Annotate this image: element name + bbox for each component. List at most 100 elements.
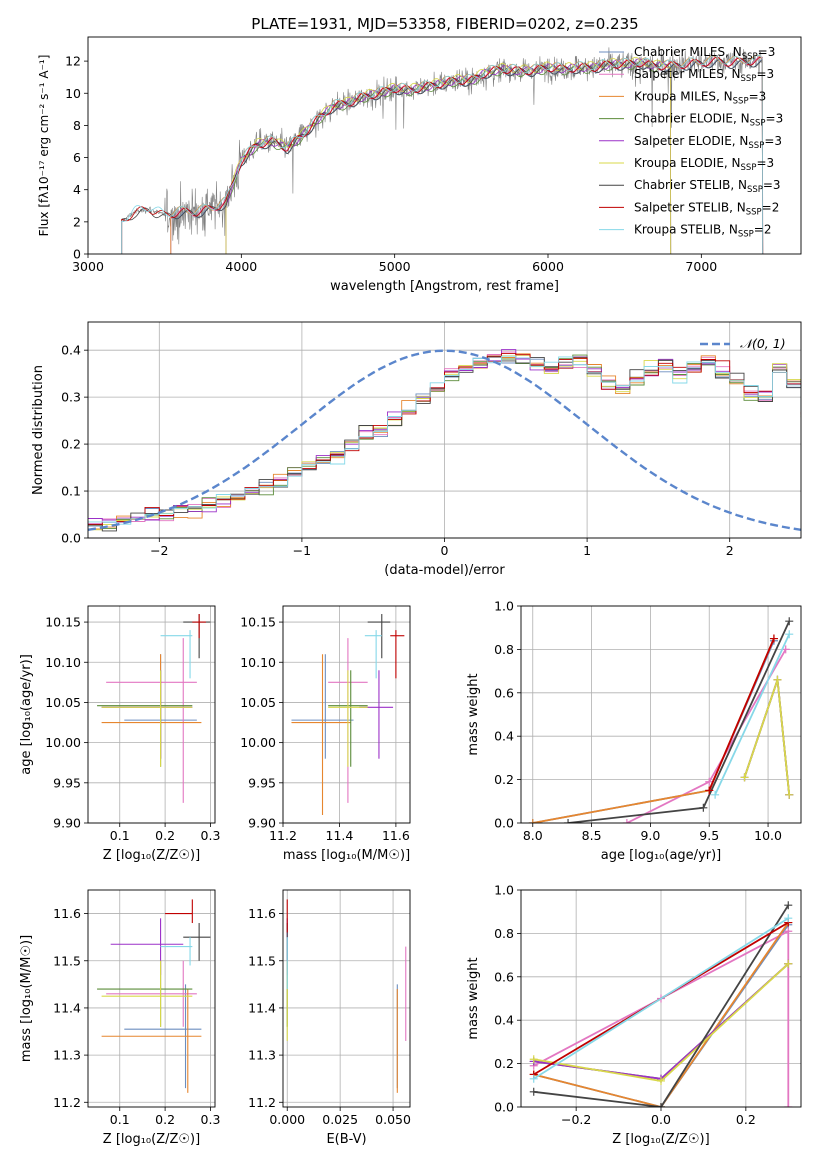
series-line-kroupa-stelib xyxy=(533,917,789,1080)
model-line-chabrier-stelib xyxy=(121,58,764,254)
y-tick-label-0: 9.90 xyxy=(53,816,81,831)
plot-frame xyxy=(520,605,802,824)
plot-frame xyxy=(520,889,802,1108)
plot-frame xyxy=(87,889,216,1108)
x-tick-label-1: 4000 xyxy=(225,259,257,274)
x-tick-label-1: 8.5 xyxy=(582,828,602,843)
plot-frame xyxy=(87,36,802,255)
legend-subscript: SSP xyxy=(747,185,763,195)
legend-label-chabrier-miles: Chabrier MILES, NSSP=3 xyxy=(634,45,775,62)
mass-weight-lines xyxy=(529,901,793,1107)
x-tick-label-2: 0.3 xyxy=(201,828,221,843)
model-line-salpeter-stelib xyxy=(121,56,764,254)
point-marker-salpeter-stelib xyxy=(769,634,778,643)
legend-label-salpeter-miles: Salpeter MILES, NSSP=3 xyxy=(634,67,774,84)
point-marker-kroupa-stelib xyxy=(711,790,720,799)
plot-frame xyxy=(87,321,802,539)
y-tick-label-1: 2 xyxy=(73,214,81,229)
x-tick-label-0: 0.1 xyxy=(110,1112,130,1127)
legend-subscript: SSP xyxy=(733,96,749,106)
legend-subscript: SSP xyxy=(741,163,757,173)
histogram-step-kroupa-stelib xyxy=(88,355,801,525)
legend-label-kroupa-stelib: Kroupa STELIB, NSSP=2 xyxy=(634,223,772,240)
y-axis-label: Normed distribution xyxy=(31,365,46,495)
y-tick-label-1: 11.3 xyxy=(248,1048,276,1063)
y-tick-label-1: 0.2 xyxy=(494,772,514,787)
y-tick-label-5: 1.0 xyxy=(494,883,514,898)
point-marker-salpeter-miles xyxy=(784,927,793,936)
x-tick-label-3: 1 xyxy=(583,543,591,558)
point-marker-chabrier-stelib xyxy=(785,617,794,626)
y-tick-label-2: 10.00 xyxy=(240,735,276,750)
spectrum-panel: 3000 4000 5000 6000 7000 0 2 4 6 8 10 12 wavelength … xyxy=(37,36,802,294)
legend-label-gaussian: 𝒩(0, 1) xyxy=(740,336,786,351)
y-tick-label-6: 12 xyxy=(65,54,81,69)
y-tick-label-4: 0.8 xyxy=(494,642,514,657)
legend-count: =3 xyxy=(763,178,781,192)
y-tick-label-2: 4 xyxy=(73,182,81,197)
y-tick-label-1: 0.2 xyxy=(494,1056,514,1071)
y-tick-label-4: 10.10 xyxy=(240,655,276,670)
point-marker-kroupa-stelib xyxy=(784,914,793,923)
legend-label-kroupa-miles: Kroupa MILES, NSSP=3 xyxy=(634,89,766,106)
x-tick-label-2: 5000 xyxy=(379,259,411,274)
y-tick-label-3: 10.05 xyxy=(240,695,276,710)
x-tick-label-0: −0.2 xyxy=(561,1112,591,1127)
x-tick-label-0: 8.0 xyxy=(523,828,543,843)
x-axis-label: Z [log₁₀(Z/Z☉)] xyxy=(103,848,200,863)
point-marker-salpeter-miles xyxy=(784,1103,793,1107)
legend-count: =3 xyxy=(756,156,774,170)
y-tick-label-4: 0.4 xyxy=(61,343,81,358)
x-tick-label-1: 0.025 xyxy=(322,1112,358,1127)
y-tick-label-5: 10.15 xyxy=(240,615,276,630)
x-tick-label-0: 0.1 xyxy=(110,828,130,843)
legend-label-salpeter-elodie: Salpeter ELODIE, NSSP=3 xyxy=(634,134,782,151)
x-tick-label-3: 9.5 xyxy=(699,828,719,843)
spectrum-lines xyxy=(121,47,764,254)
series-line-salpeter-miles xyxy=(533,929,790,1107)
mass-weight-vs-metallicity-panel: −0.2 0.0 0.2 0.0 0.2 0.4 0.6 0.8 1.0 Z [log₁₀(Z/Z… xyxy=(466,883,802,1147)
x-axis-label: wavelength [Angstrom, rest frame] xyxy=(330,279,559,294)
y-tick-label-0: 0.0 xyxy=(494,1100,514,1115)
y-axis-label: Flux [fλ10⁻¹⁷ erg cm⁻² s⁻¹ A⁻¹] xyxy=(37,55,51,237)
y-tick-label-3: 10.05 xyxy=(45,695,81,710)
histogram-step-chabrier-elodie xyxy=(88,354,801,530)
x-tick-label-3: 6000 xyxy=(532,259,564,274)
point-marker-kroupa-elodie xyxy=(740,773,749,782)
point-marker-chabrier-stelib xyxy=(784,901,793,910)
x-tick-label-2: 9.0 xyxy=(640,828,660,843)
legend-label-chabrier-elodie: Chabrier ELODIE, NSSP=3 xyxy=(634,112,783,129)
x-tick-label-1: 0.0 xyxy=(651,1112,671,1127)
x-tick-label-2: 0 xyxy=(441,543,449,558)
x-tick-label-4: 7000 xyxy=(685,259,717,274)
x-tick-label-2: 0.050 xyxy=(375,1112,411,1127)
point-marker-salpeter-miles xyxy=(705,777,714,786)
legend-count: =3 xyxy=(764,134,782,148)
model-line-kroupa-stelib xyxy=(121,54,764,254)
y-axis-label: mass weight xyxy=(466,957,481,1039)
y-tick-label-5: 10 xyxy=(65,86,81,101)
y-axis-label: age [log₁₀(age/yr)] xyxy=(19,654,34,775)
y-tick-label-1: 0.1 xyxy=(61,484,81,499)
point-marker-chabrier-stelib xyxy=(529,1087,538,1096)
series-line-salpeter-stelib xyxy=(708,638,775,791)
x-tick-label-0: −2 xyxy=(150,543,168,558)
y-tick-label-0: 11.2 xyxy=(248,1095,276,1110)
legend-count: =3 xyxy=(756,67,774,81)
y-tick-label-5: 1.0 xyxy=(494,599,514,614)
plot-frame xyxy=(282,889,411,1108)
x-tick-label-2: 0.2 xyxy=(736,1112,756,1127)
point-marker-kroupa-stelib xyxy=(785,630,794,639)
point-marker-kroupa-elodie xyxy=(773,675,782,684)
y-tick-label-2: 0.2 xyxy=(61,437,81,452)
errorbar-points xyxy=(286,899,407,1093)
x-axis-label: Z [log₁₀(Z/Z☉)] xyxy=(612,1132,709,1147)
errorbar-points xyxy=(291,614,405,815)
legend-count: =3 xyxy=(758,45,776,59)
y-tick-label-0: 9.90 xyxy=(248,816,276,831)
x-tick-label-4: 2 xyxy=(726,543,734,558)
x-tick-label-0: 0.000 xyxy=(269,1112,305,1127)
point-marker-salpeter-miles xyxy=(622,819,631,823)
errorbar-points xyxy=(97,899,211,1093)
y-tick-label-3: 11.5 xyxy=(248,953,276,968)
